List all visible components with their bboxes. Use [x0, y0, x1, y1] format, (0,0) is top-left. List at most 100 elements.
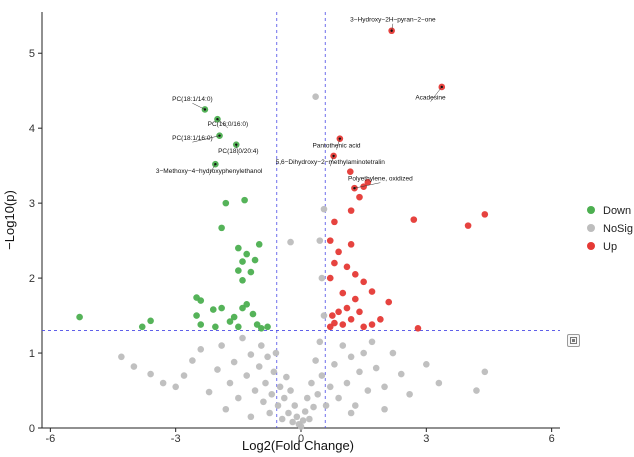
- data-point-nosig: [397, 370, 405, 378]
- data-point-up: [364, 178, 372, 186]
- data-point-down: [251, 256, 259, 264]
- data-point-up: [481, 211, 489, 218]
- data-point-up: [335, 308, 342, 316]
- data-point-nosig: [270, 368, 278, 376]
- annotation-marker: [203, 108, 207, 111]
- data-point-nosig: [423, 360, 430, 368]
- data-point-up: [360, 278, 367, 286]
- data-point-up: [347, 207, 355, 214]
- data-point-nosig: [297, 423, 305, 430]
- data-point-nosig: [318, 274, 326, 282]
- data-point-nosig: [218, 342, 225, 349]
- data-point-nosig: [473, 387, 480, 394]
- data-point-nosig: [322, 402, 330, 409]
- legend-label-down: Down: [603, 205, 631, 217]
- data-point-down: [243, 301, 250, 308]
- data-point-down: [239, 277, 246, 284]
- legend-swatch-up: [587, 242, 595, 250]
- data-point-down: [255, 241, 263, 248]
- x-axis-title: Log2(Fold Change): [242, 438, 354, 453]
- data-point-nosig: [293, 413, 301, 421]
- annotation-marker: [440, 85, 443, 89]
- data-point-nosig: [320, 312, 328, 319]
- data-point-down: [197, 297, 205, 304]
- data-point-down: [76, 313, 83, 321]
- data-point-nosig: [347, 353, 355, 361]
- data-point-nosig: [287, 238, 294, 246]
- data-point-nosig: [272, 349, 280, 357]
- data-point-nosig: [247, 351, 255, 358]
- data-point-nosig: [356, 368, 363, 376]
- data-point-nosig: [268, 390, 276, 398]
- data-point-down: [230, 313, 238, 321]
- data-point-nosig: [289, 418, 296, 426]
- data-point-down: [138, 323, 146, 331]
- data-point-nosig: [364, 387, 372, 394]
- annotation-marker: [218, 134, 221, 137]
- data-point-up: [346, 168, 354, 175]
- data-point-up: [331, 319, 338, 327]
- data-point-nosig: [352, 402, 359, 409]
- data-point-up: [377, 316, 384, 323]
- data-point-down: [243, 250, 250, 258]
- data-point-nosig: [258, 342, 265, 349]
- data-point-down: [193, 312, 200, 319]
- data-point-nosig: [276, 383, 284, 391]
- data-point-nosig: [222, 405, 230, 413]
- annotation-leader: [336, 138, 341, 150]
- data-point-nosig: [255, 363, 263, 370]
- data-point-up: [464, 222, 472, 229]
- annotation-leader: [236, 144, 239, 155]
- data-point-nosig: [247, 413, 255, 421]
- data-point-nosig: [299, 417, 307, 424]
- data-point-nosig: [381, 383, 388, 391]
- annotation-marker: [235, 143, 238, 146]
- data-point-nosig: [283, 373, 290, 381]
- data-point-up: [329, 312, 336, 319]
- data-point-nosig: [251, 387, 259, 394]
- data-point-up: [331, 259, 338, 267]
- data-point-down: [226, 318, 234, 325]
- data-point-up: [343, 263, 351, 271]
- data-point-nosig: [335, 394, 342, 402]
- x-tick-label: -3: [171, 433, 181, 445]
- data-point-up: [352, 295, 359, 303]
- data-point-down: [235, 244, 242, 252]
- data-point-nosig: [368, 338, 376, 346]
- data-point-nosig: [226, 379, 234, 387]
- data-point-up: [356, 193, 363, 201]
- annotation-leader: [330, 155, 334, 167]
- annotation-marker: [216, 117, 219, 121]
- data-point-nosig: [264, 353, 271, 361]
- data-point-nosig: [312, 93, 319, 100]
- data-point-nosig: [274, 402, 282, 409]
- annotation-label: Pantothenic acid: [312, 143, 360, 150]
- data-point-nosig: [310, 403, 317, 411]
- data-point-down: [212, 323, 219, 331]
- export-image-icon[interactable]: [567, 334, 580, 347]
- data-point-up: [335, 248, 342, 256]
- data-point-up: [343, 304, 351, 312]
- data-point-nosig: [347, 409, 355, 417]
- data-point-nosig: [260, 398, 267, 406]
- data-point-nosig: [301, 408, 309, 415]
- data-point-up: [347, 241, 355, 248]
- y-tick-label: 1: [29, 348, 35, 360]
- annotation-label: PC(18:1/16:0): [172, 135, 212, 142]
- data-point-up: [410, 216, 418, 223]
- data-point-down: [241, 196, 248, 204]
- legend-swatch-nosig: [587, 224, 595, 232]
- data-point-nosig: [314, 390, 322, 398]
- data-point-nosig: [308, 379, 315, 387]
- data-point-nosig: [147, 370, 154, 378]
- data-point-up: [339, 321, 347, 328]
- data-point-nosig: [481, 368, 489, 376]
- annotation-marker: [332, 154, 335, 158]
- data-point-nosig: [318, 372, 326, 379]
- data-point-nosig: [316, 237, 324, 244]
- legend-label-nosig: NoSig: [603, 223, 633, 235]
- data-point-up: [339, 289, 347, 297]
- annotation-marker: [214, 162, 217, 166]
- annotation-marker: [353, 186, 356, 190]
